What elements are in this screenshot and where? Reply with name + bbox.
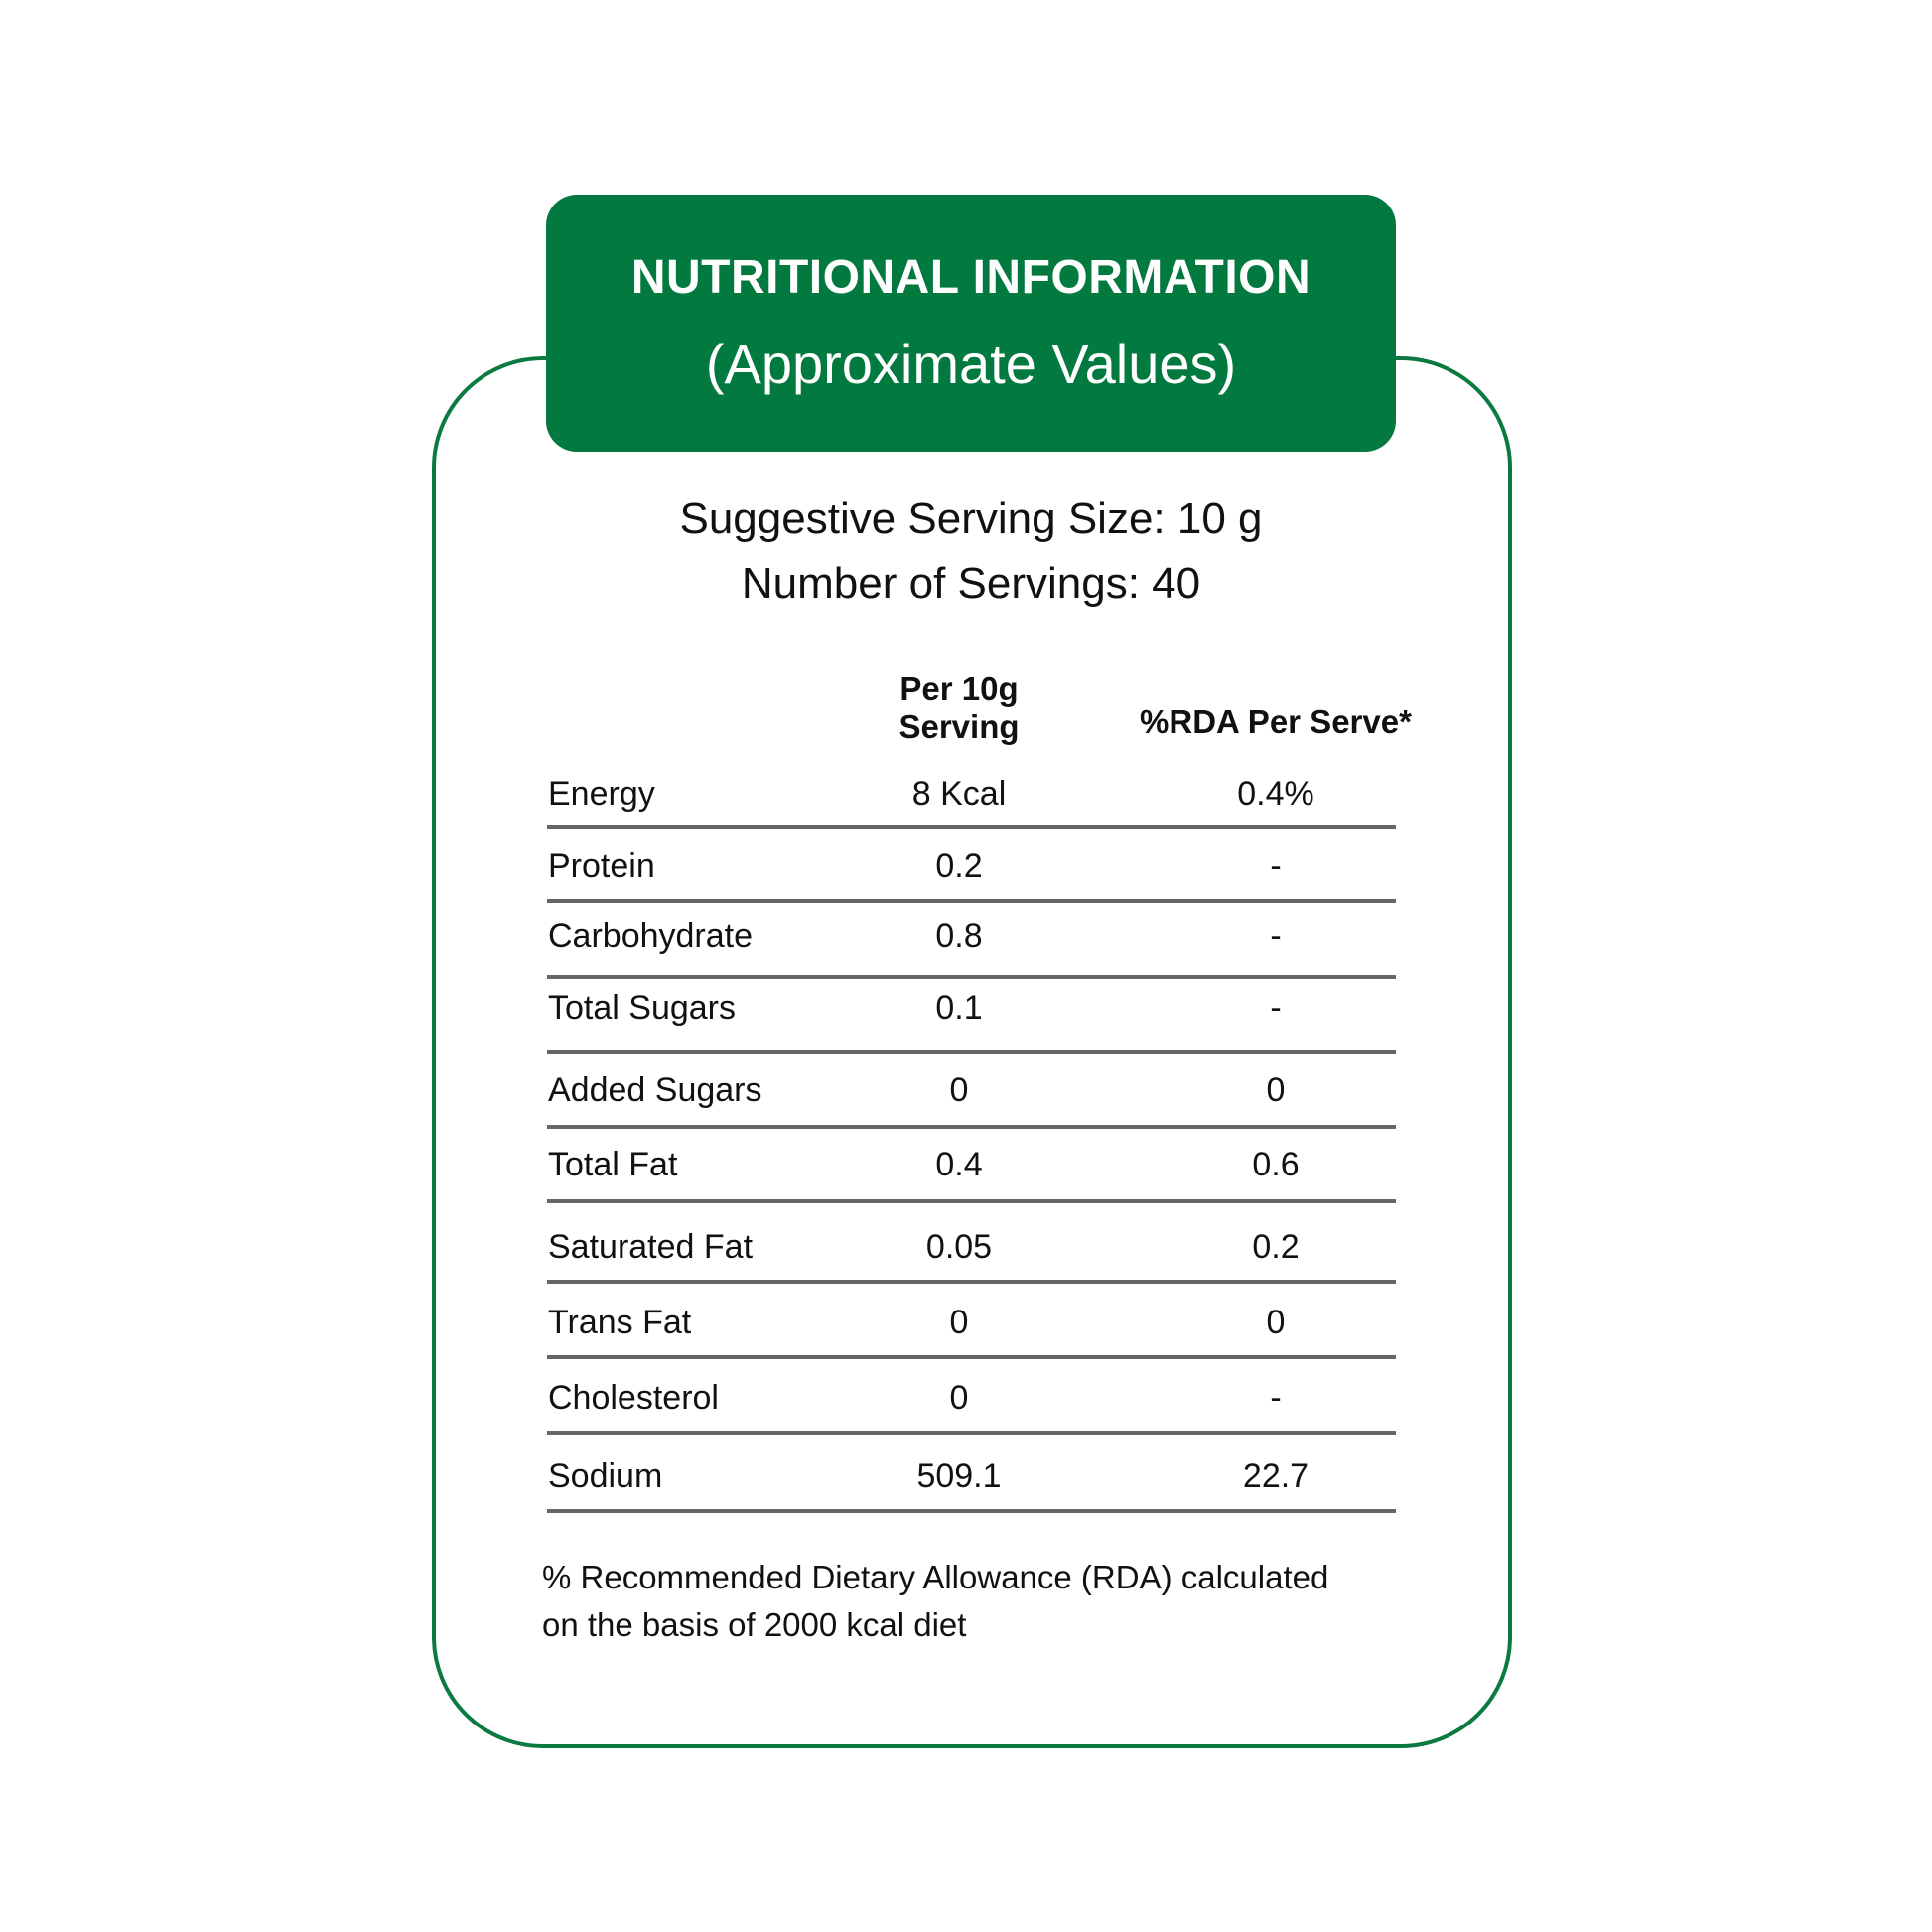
nutrient-name: Carbohydrate [548, 917, 754, 955]
per-serving-value: 0.05 [925, 1228, 993, 1266]
row-divider [547, 975, 1396, 979]
rda-value: 0.6 [1252, 1146, 1300, 1183]
col-header-line: Serving [898, 708, 1020, 745]
nutrient-name: Sodium [548, 1457, 663, 1495]
nutrient-name: Total Fat [548, 1146, 678, 1183]
nutrient-name: Cholesterol [548, 1379, 719, 1417]
per-serving-value: 0.4 [935, 1146, 983, 1183]
label-title: NUTRITIONAL INFORMATION [630, 251, 1311, 304]
per-serving-value: 0 [949, 1379, 969, 1417]
label-subtitle: (Approximate Values) [705, 333, 1237, 395]
row-divider [547, 1199, 1396, 1203]
rda-value: 0 [1266, 1071, 1286, 1109]
row-divider [547, 1280, 1396, 1284]
footnote-line: % Recommended Dietary Allowance (RDA) ca… [542, 1559, 1329, 1595]
rda-value: 0.4% [1237, 775, 1314, 813]
col-header-per-serving: Per 10g Serving [860, 670, 1058, 746]
nutrient-name: Trans Fat [548, 1304, 692, 1341]
footnote-line: on the basis of 2000 kcal diet [542, 1606, 967, 1643]
row-divider [547, 1509, 1396, 1513]
row-divider [547, 1050, 1396, 1054]
per-serving-value: 509.1 [916, 1457, 1002, 1495]
rda-value: - [1270, 1379, 1282, 1417]
row-divider [547, 1355, 1396, 1359]
rda-value: 0.2 [1252, 1228, 1300, 1266]
per-serving-value: 0 [949, 1071, 969, 1109]
rda-value: - [1270, 989, 1282, 1027]
col-header-rda: %RDA Per Serve* [1140, 703, 1412, 740]
nutrient-name: Added Sugars [548, 1071, 762, 1109]
nutrient-name: Saturated Fat [548, 1228, 754, 1266]
col-header-line: Per 10g [899, 670, 1019, 707]
per-serving-value: 0.1 [935, 989, 983, 1027]
rda-value: - [1270, 917, 1282, 955]
nutrient-name: Protein [548, 847, 655, 885]
nutrient-name: Total Sugars [548, 989, 736, 1027]
nutrient-name: Energy [548, 775, 655, 813]
rda-value: 22.7 [1242, 1457, 1310, 1495]
row-divider [547, 1125, 1396, 1129]
row-divider [547, 825, 1396, 829]
servings-count: Number of Servings: 40 [741, 559, 1201, 608]
rda-value: - [1270, 847, 1282, 885]
per-serving-value: 0.8 [935, 917, 983, 955]
row-divider [547, 1431, 1396, 1435]
row-divider [547, 899, 1396, 903]
per-serving-value: 0 [949, 1304, 969, 1341]
header-banner [546, 195, 1396, 452]
serving-size: Suggestive Serving Size: 10 g [679, 494, 1263, 543]
rda-value: 0 [1266, 1304, 1286, 1341]
per-serving-value: 0.2 [935, 847, 983, 885]
per-serving-value: 8 Kcal [911, 775, 1007, 813]
